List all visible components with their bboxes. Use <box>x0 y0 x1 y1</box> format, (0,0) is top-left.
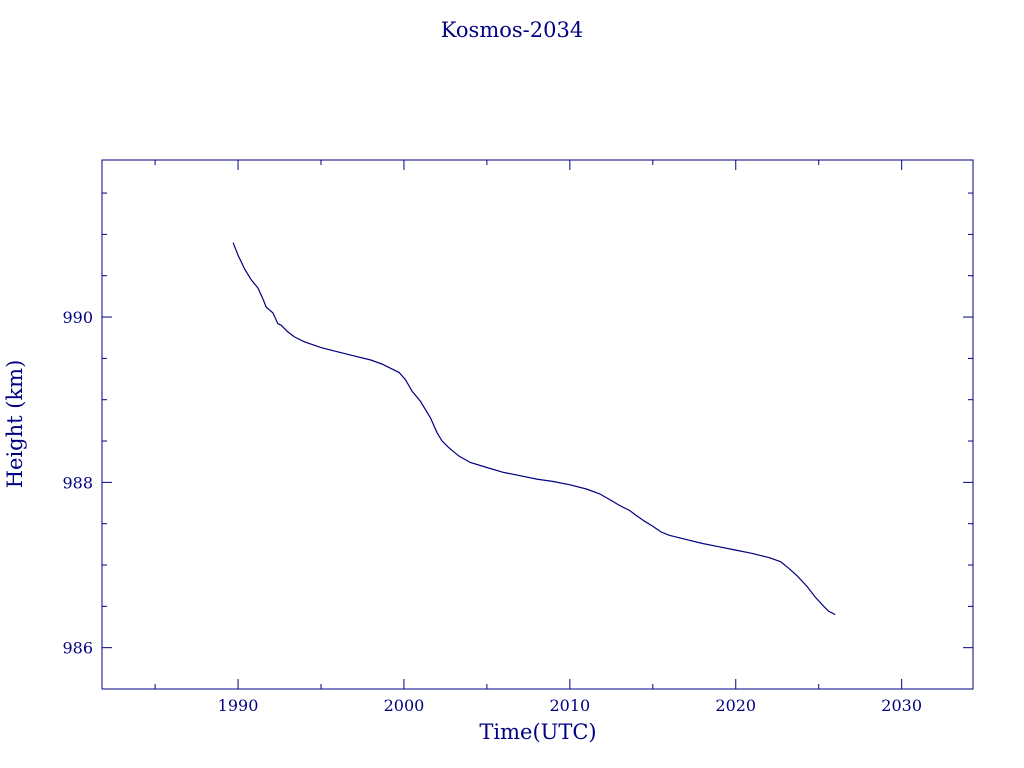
y-tick-label: 986 <box>62 639 93 658</box>
y-tick-label: 988 <box>62 473 93 492</box>
chart-title: Kosmos-2034 <box>441 18 583 42</box>
series-line <box>232 242 836 616</box>
x-tick-label: 2030 <box>881 696 922 715</box>
x-axis-label: Time(UTC) <box>479 720 596 744</box>
x-tick-label: 2000 <box>384 696 425 715</box>
x-tick-label: 2020 <box>715 696 756 715</box>
y-axis-label: Height (km) <box>3 360 27 489</box>
x-tick-label: 2010 <box>549 696 590 715</box>
y-tick-label: 990 <box>62 308 93 327</box>
y-tick-labels: 986 988 990 <box>62 308 93 658</box>
axis-ticks <box>102 160 973 690</box>
plot-frame <box>101 159 974 690</box>
x-tick-label: 1990 <box>218 696 259 715</box>
x-tick-labels: 1990 2000 2010 2020 2030 <box>218 696 922 715</box>
